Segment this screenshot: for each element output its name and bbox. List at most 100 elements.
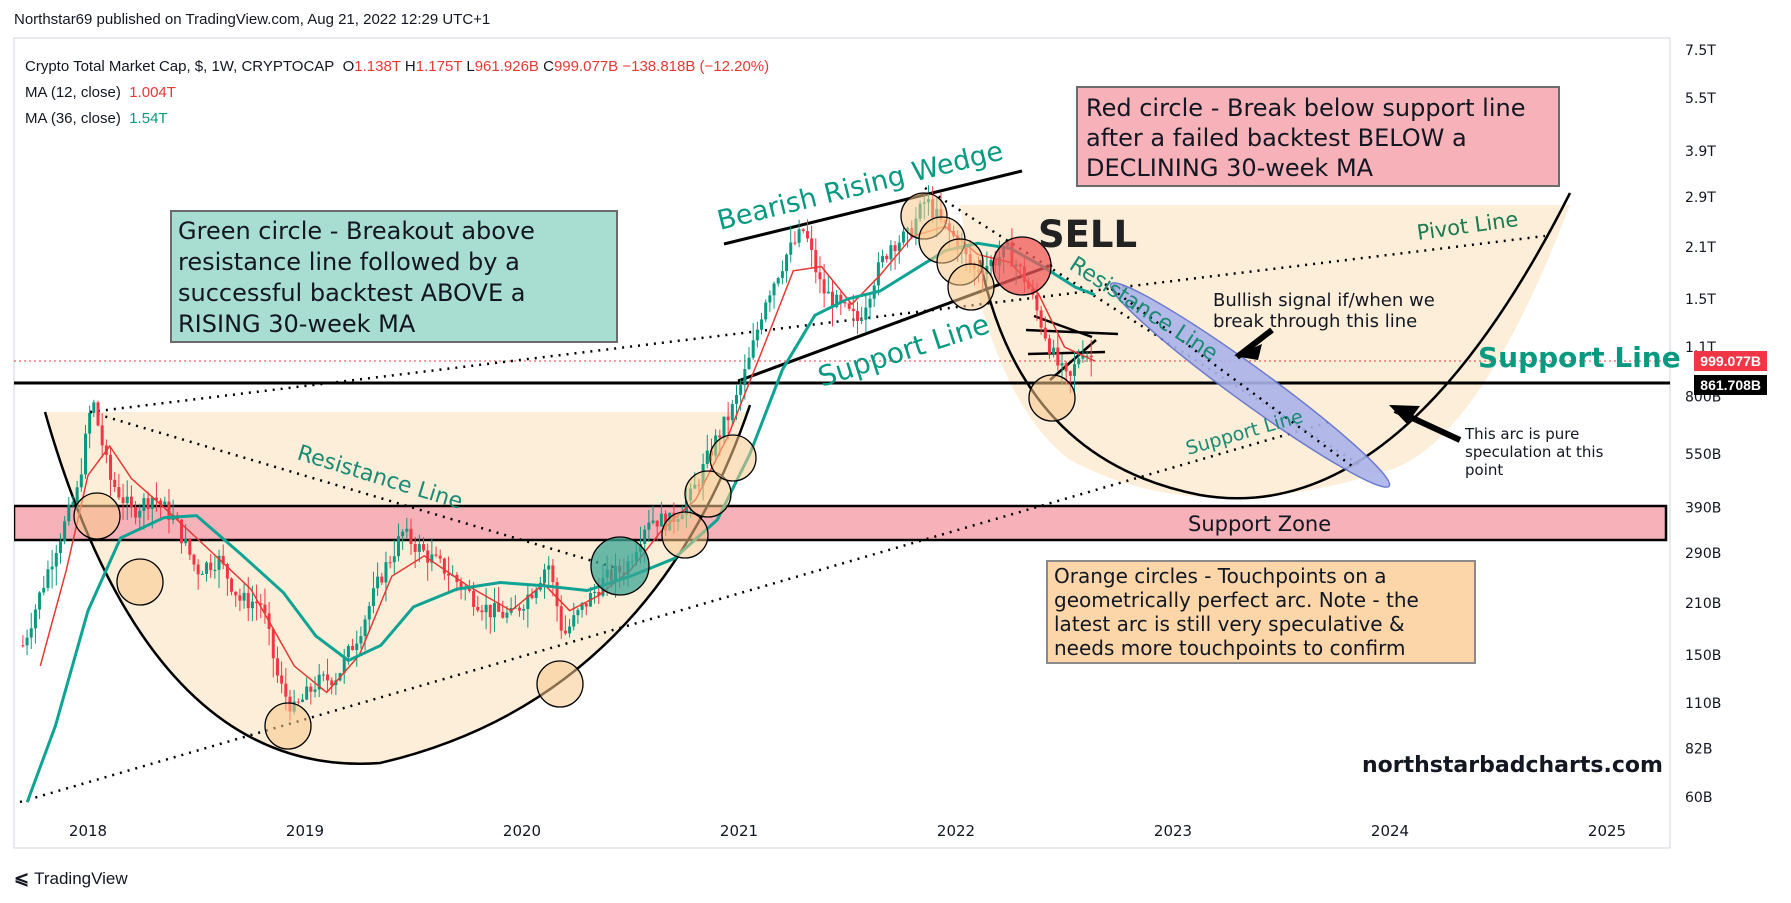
candle-body	[572, 615, 576, 627]
candle-body	[230, 578, 234, 592]
candle-body	[154, 497, 158, 501]
projection-ellipse	[1109, 282, 1391, 488]
candle-body	[346, 645, 350, 658]
candle-body	[271, 629, 275, 659]
left-arc	[43, 404, 752, 765]
right-arc-fill	[960, 205, 1570, 498]
candle-body	[409, 528, 413, 545]
candle-body	[159, 500, 163, 505]
x-tick-label: 2020	[503, 822, 541, 840]
candle-body	[856, 311, 860, 322]
candle-body	[188, 538, 192, 555]
candle-body	[134, 506, 138, 518]
flag-line-4	[1049, 339, 1097, 381]
candle-body	[21, 645, 25, 647]
candle-body	[897, 242, 901, 252]
candle-body	[284, 683, 288, 697]
candle-body	[342, 657, 346, 674]
orange-touchpoint-circle	[661, 511, 709, 559]
candle-body	[205, 562, 209, 574]
candle-body	[355, 643, 359, 651]
footer-brand: TradingView	[34, 868, 128, 888]
candle-body	[1035, 294, 1039, 311]
y-tick-label: 2.9T	[1685, 190, 1716, 206]
y-tick-label: 1.5T	[1685, 292, 1716, 308]
y-tick-label: 210B	[1685, 596, 1721, 612]
candle-body	[584, 603, 588, 607]
candle-body	[534, 589, 538, 598]
candle-body	[789, 242, 793, 255]
candle-body	[555, 582, 559, 607]
candle-body	[234, 591, 238, 596]
legend-ma12-value: 1.004T	[129, 84, 176, 101]
candle-body	[330, 680, 334, 686]
candle-body	[739, 385, 743, 395]
support-zone-band	[14, 504, 1668, 542]
website-label: northstarbadcharts.com	[1362, 753, 1663, 778]
candle-body	[380, 576, 384, 583]
candle-body	[200, 573, 204, 575]
right-arc	[978, 192, 1572, 500]
candle-body	[392, 556, 396, 563]
candle-body	[488, 604, 492, 618]
candle-body	[359, 636, 363, 644]
footer: ⩽ TradingView	[14, 868, 128, 889]
candle-body	[25, 637, 29, 646]
candle-body	[885, 255, 889, 260]
candle-body	[326, 674, 330, 681]
candle-body	[876, 262, 880, 286]
candle-body	[1068, 371, 1072, 376]
candle-body	[246, 592, 250, 609]
candle-body	[167, 501, 171, 520]
legend-open-label: O	[342, 58, 355, 75]
arc-arrow-shaft	[1393, 407, 1462, 443]
bullish-note: Bullish signal if/when we break through …	[1213, 290, 1435, 332]
candle-body	[1060, 363, 1064, 366]
chart-legend: Crypto Total Market Cap, $, 1W, CRYPTOCA…	[25, 54, 769, 132]
candle-body	[772, 283, 776, 296]
legend-ma12-label: MA (12, close)	[25, 84, 121, 101]
candle-body	[63, 521, 67, 542]
current-price-tag: 999.077B	[1694, 351, 1767, 371]
candle-body	[250, 601, 254, 609]
sell-label: SELL	[1038, 213, 1137, 256]
legend-ma36-value: 1.54T	[129, 110, 168, 127]
y-tick-label: 82B	[1685, 742, 1712, 758]
candle-body	[313, 689, 317, 692]
candle-body	[280, 675, 284, 684]
candle-body	[351, 645, 355, 651]
candle-body	[29, 628, 33, 638]
candle-body	[776, 278, 780, 284]
candle-body	[447, 573, 451, 576]
candle-body	[826, 291, 830, 294]
candle-body	[722, 416, 726, 438]
candle-body	[192, 554, 196, 565]
candle-body	[305, 686, 309, 700]
candle-body	[426, 550, 430, 563]
candle-body	[225, 564, 229, 579]
y-tick-label: 150B	[1685, 648, 1721, 664]
support-zone-label: Support Zone	[1188, 512, 1331, 536]
y-tick-label: 110B	[1685, 696, 1721, 712]
candle-body	[376, 576, 380, 589]
candle-body	[367, 606, 371, 620]
candle-body	[830, 291, 834, 308]
y-tick-label: 7.5T	[1685, 43, 1716, 59]
candle-body	[522, 609, 526, 611]
candle-body	[88, 412, 92, 434]
candle-body	[893, 245, 897, 252]
candle-body	[146, 498, 150, 509]
candle-body	[321, 674, 325, 676]
candle-body	[718, 435, 722, 438]
candle-body	[184, 538, 188, 544]
candle-body	[259, 603, 263, 605]
y-tick-label: 550B	[1685, 447, 1721, 463]
y-tick-label: 3.9T	[1685, 144, 1716, 160]
long-support-line	[19, 420, 1331, 804]
candle-body	[75, 487, 79, 503]
candle-body	[405, 528, 409, 532]
legend-low: 961.926B	[474, 58, 539, 75]
red-breakdown-circle	[992, 236, 1052, 296]
candle-body	[501, 611, 505, 618]
candle-body	[71, 502, 75, 505]
